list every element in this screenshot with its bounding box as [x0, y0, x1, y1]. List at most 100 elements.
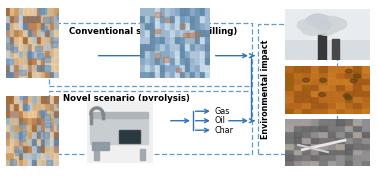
Bar: [145, 8, 150, 15]
Bar: [345, 90, 353, 96]
Bar: [353, 143, 362, 149]
Bar: [319, 131, 328, 137]
Bar: [185, 57, 190, 64]
Bar: [23, 117, 28, 124]
Bar: [285, 119, 294, 125]
Bar: [14, 124, 19, 131]
Bar: [183, 33, 189, 37]
Bar: [150, 8, 155, 15]
Bar: [345, 96, 353, 102]
Bar: [14, 103, 19, 110]
Bar: [155, 71, 160, 78]
Bar: [45, 71, 50, 78]
Bar: [54, 152, 59, 159]
Bar: [10, 110, 14, 117]
Bar: [311, 84, 319, 90]
Bar: [41, 8, 45, 15]
Bar: [28, 103, 32, 110]
Bar: [165, 29, 170, 36]
Bar: [170, 36, 175, 43]
Bar: [19, 159, 23, 166]
Bar: [362, 143, 370, 149]
Bar: [311, 143, 319, 149]
Bar: [41, 159, 45, 166]
Bar: [23, 50, 28, 57]
Bar: [28, 36, 32, 43]
Bar: [10, 103, 14, 110]
Bar: [170, 8, 175, 15]
Bar: [6, 43, 13, 49]
Bar: [28, 15, 32, 22]
Bar: [185, 29, 190, 36]
Bar: [6, 110, 10, 117]
Bar: [54, 103, 59, 110]
Bar: [345, 102, 353, 108]
Bar: [10, 96, 14, 103]
Circle shape: [326, 18, 347, 30]
Bar: [319, 96, 328, 102]
Bar: [345, 131, 353, 137]
Bar: [14, 110, 19, 117]
Bar: [160, 22, 165, 29]
Bar: [170, 50, 175, 57]
Bar: [37, 145, 41, 152]
Bar: [285, 143, 294, 149]
Bar: [19, 57, 23, 64]
Bar: [175, 50, 180, 57]
Bar: [302, 78, 311, 84]
Bar: [294, 84, 302, 90]
Bar: [28, 43, 32, 50]
Bar: [285, 131, 294, 137]
Text: Gas: Gas: [215, 107, 230, 116]
Bar: [32, 103, 37, 110]
Bar: [41, 145, 45, 152]
Bar: [14, 96, 19, 103]
Bar: [41, 96, 45, 103]
Bar: [319, 66, 328, 72]
Bar: [190, 57, 195, 64]
Bar: [163, 57, 169, 62]
Bar: [19, 110, 23, 117]
Bar: [285, 160, 294, 166]
Bar: [155, 43, 160, 50]
Bar: [49, 91, 253, 154]
Bar: [345, 125, 353, 131]
Circle shape: [350, 79, 357, 83]
Bar: [37, 131, 41, 138]
Bar: [45, 138, 50, 145]
Bar: [45, 15, 50, 22]
Bar: [6, 71, 10, 78]
Bar: [294, 78, 302, 84]
Bar: [41, 29, 45, 36]
Bar: [90, 118, 149, 144]
Bar: [294, 102, 302, 108]
Bar: [345, 108, 353, 114]
Bar: [336, 119, 345, 125]
Bar: [185, 36, 190, 43]
Bar: [205, 22, 210, 29]
Bar: [175, 15, 180, 22]
Bar: [328, 155, 336, 160]
Bar: [32, 145, 37, 152]
Bar: [185, 8, 190, 15]
Bar: [140, 64, 145, 71]
Bar: [49, 23, 253, 86]
Bar: [32, 159, 37, 166]
Bar: [170, 15, 175, 22]
Bar: [353, 149, 362, 155]
Bar: [50, 117, 54, 124]
Bar: [195, 8, 200, 15]
Bar: [6, 145, 10, 152]
Bar: [32, 36, 37, 43]
Bar: [328, 119, 336, 125]
Bar: [92, 142, 109, 150]
Bar: [294, 66, 302, 72]
Bar: [43, 114, 50, 120]
Bar: [345, 160, 353, 166]
Bar: [319, 78, 328, 84]
Bar: [155, 54, 160, 58]
Bar: [32, 29, 37, 36]
Bar: [195, 15, 200, 22]
Bar: [54, 15, 59, 22]
Bar: [41, 71, 45, 78]
